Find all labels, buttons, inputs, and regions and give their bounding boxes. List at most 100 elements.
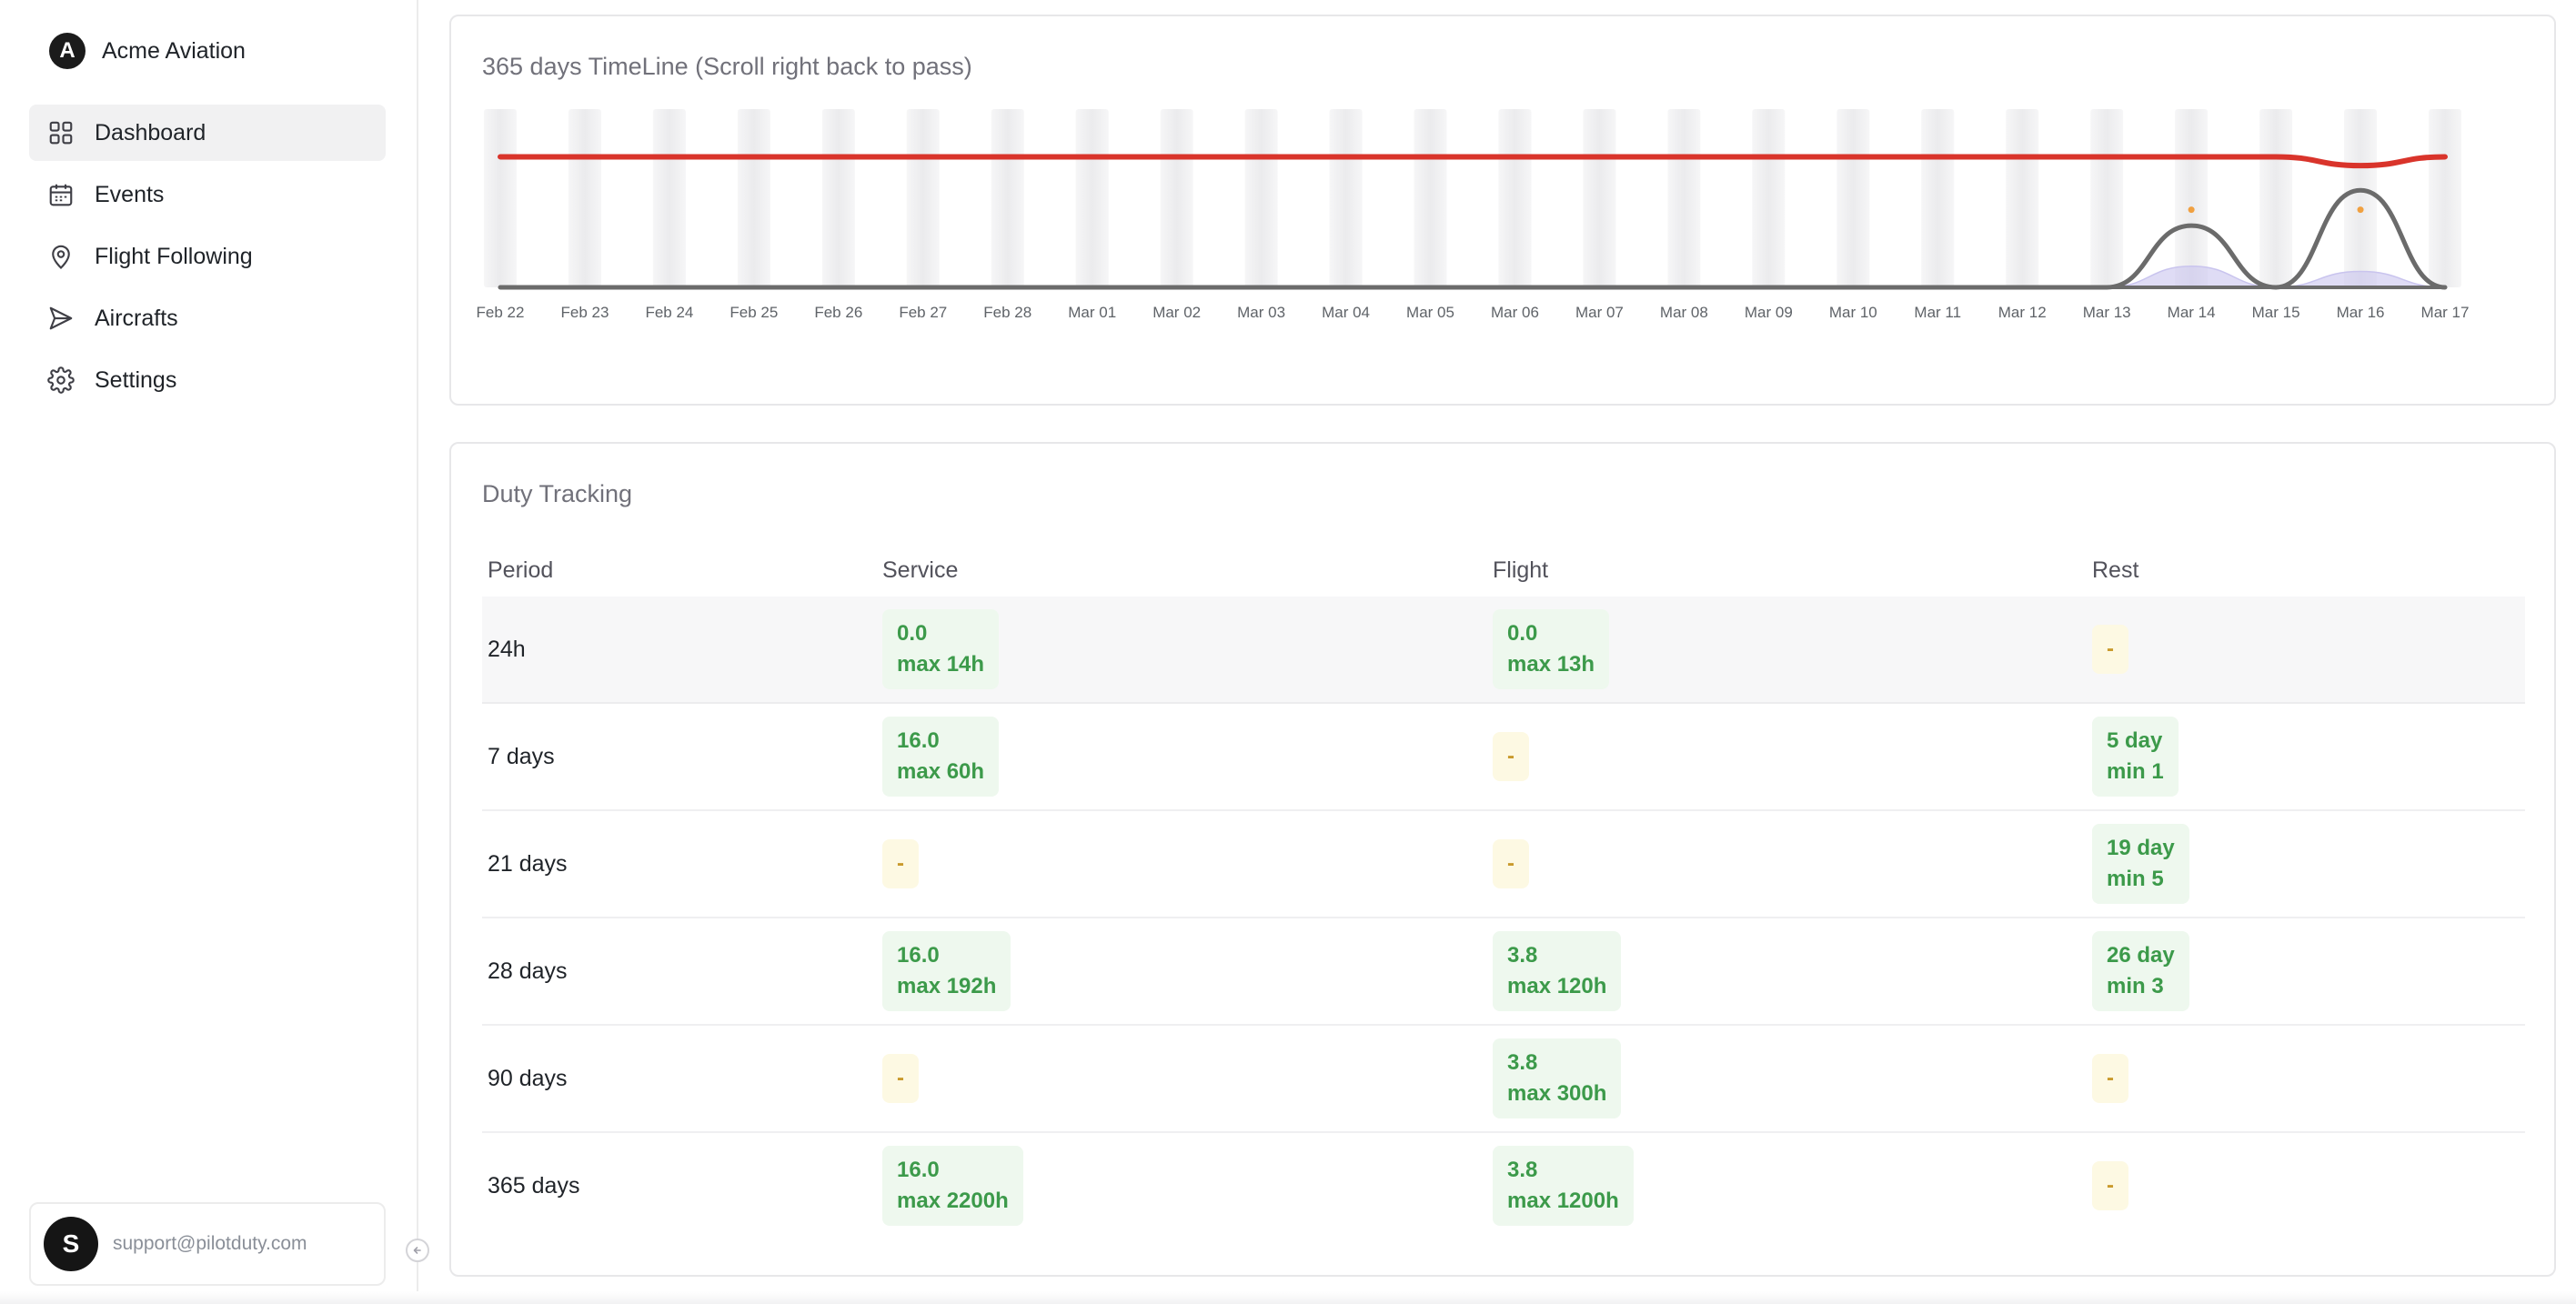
day-column bbox=[568, 109, 601, 287]
table-row[interactable]: 90 days - 3.8 max 300h - bbox=[482, 1026, 2525, 1133]
x-tick-label: Mar 07 bbox=[1575, 304, 1624, 321]
calendar-icon bbox=[47, 181, 75, 208]
user-account-card[interactable]: S support@pilotduty.com bbox=[29, 1202, 386, 1286]
service-cell: 16.0 max 60h bbox=[882, 717, 1493, 797]
x-tick-label: Mar 12 bbox=[1998, 304, 2047, 321]
day-column bbox=[2006, 109, 2039, 287]
service-value: 16.0 bbox=[897, 728, 940, 753]
day-column bbox=[1752, 109, 1786, 287]
service-status-badge: 16.0 max 192h bbox=[882, 931, 1011, 1011]
day-column bbox=[1160, 109, 1193, 287]
timeline-card[interactable]: 365 days TimeLine (Scroll right back to … bbox=[449, 15, 2556, 406]
day-column bbox=[821, 109, 855, 287]
sidebar-item-dashboard[interactable]: Dashboard bbox=[29, 105, 386, 161]
service-value: 0.0 bbox=[897, 621, 928, 646]
flight-status-badge: 3.8 max 120h bbox=[1493, 931, 1622, 1011]
avatar: S bbox=[44, 1217, 98, 1271]
sidebar-item-aircrafts[interactable]: Aircrafts bbox=[29, 290, 386, 346]
rest-status-badge: 19 day min 5 bbox=[2092, 824, 2189, 904]
duty-table: Period Service Flight Rest 24h 0.0 max 14h… bbox=[482, 544, 2525, 1239]
brand[interactable]: A Acme Aviation bbox=[49, 33, 246, 69]
flight-limit: max 1200h bbox=[1507, 1189, 1619, 1213]
service-value: 16.0 bbox=[897, 1158, 940, 1182]
x-tick-label: Feb 22 bbox=[477, 304, 525, 321]
day-column bbox=[2175, 109, 2209, 287]
service-limit: max 2200h bbox=[897, 1189, 1009, 1213]
x-tick-label: Mar 02 bbox=[1152, 304, 1201, 321]
brand-name: Acme Aviation bbox=[102, 37, 246, 64]
rest-value: 5 day bbox=[2107, 728, 2163, 753]
column-header-service: Service bbox=[882, 557, 959, 583]
x-tick-label: Mar 10 bbox=[1829, 304, 1877, 321]
x-tick-label: Mar 14 bbox=[2168, 304, 2216, 321]
service-cell: 0.0 max 14h bbox=[882, 609, 1493, 689]
service-empty-badge: - bbox=[882, 1054, 919, 1103]
sidebar-item-label: Aircrafts bbox=[95, 305, 178, 331]
flight-limit: max 120h bbox=[1507, 974, 1607, 998]
day-column bbox=[1498, 109, 1532, 287]
period-cell: 7 days bbox=[488, 743, 555, 769]
table-row[interactable]: 7 days 16.0 max 60h - 5 day min 1 bbox=[482, 704, 2525, 811]
x-tick-label: Mar 04 bbox=[1322, 304, 1370, 321]
rest-value: 26 day bbox=[2107, 943, 2175, 968]
service-value: 16.0 bbox=[897, 943, 940, 968]
collapse-sidebar-button[interactable] bbox=[406, 1239, 429, 1262]
data-marker bbox=[2357, 206, 2364, 214]
sidebar-item-label: Dashboard bbox=[95, 119, 206, 145]
day-column bbox=[1075, 109, 1109, 287]
user-email: support@pilotduty.com bbox=[113, 1233, 307, 1254]
rest-value: 19 day bbox=[2107, 836, 2175, 860]
sidebar-item-settings[interactable]: Settings bbox=[29, 352, 386, 408]
data-marker bbox=[2188, 206, 2195, 214]
flight-value: 0.0 bbox=[1507, 621, 1538, 646]
gear-icon bbox=[47, 366, 75, 394]
service-cell: - bbox=[882, 1054, 1493, 1103]
x-tick-label: Mar 08 bbox=[1660, 304, 1708, 321]
rest-cell: - bbox=[2092, 1054, 2525, 1103]
table-row[interactable]: 28 days 16.0 max 192h 3.8 max 120h 26 day min … bbox=[482, 918, 2525, 1026]
x-tick-label: Feb 24 bbox=[645, 304, 693, 321]
x-tick-label: Mar 16 bbox=[2337, 304, 2385, 321]
sidebar-item-label: Settings bbox=[95, 366, 177, 393]
day-column bbox=[1414, 109, 1447, 287]
rest-status-badge: 5 day min 1 bbox=[2092, 717, 2179, 797]
day-column bbox=[484, 109, 517, 287]
bottom-fade bbox=[0, 1291, 2576, 1304]
flight-limit: max 300h bbox=[1507, 1081, 1607, 1106]
sidebar-item-flight-following[interactable]: Flight Following bbox=[29, 228, 386, 285]
day-column bbox=[991, 109, 1024, 287]
rest-empty-badge: - bbox=[2092, 1161, 2128, 1210]
table-row[interactable]: 21 days - - 19 day min 5 bbox=[482, 811, 2525, 918]
rest-status-badge: 26 day min 3 bbox=[2092, 931, 2189, 1011]
rest-empty-badge: - bbox=[2092, 1054, 2128, 1103]
service-cell: - bbox=[882, 839, 1493, 888]
period-cell: 365 days bbox=[488, 1172, 580, 1199]
day-column bbox=[1583, 109, 1616, 287]
series-limit-line bbox=[498, 154, 2448, 169]
table-row[interactable]: 24h 0.0 max 14h 0.0 max 13h - bbox=[482, 597, 2525, 704]
day-column bbox=[1244, 109, 1278, 287]
day-column bbox=[2429, 109, 2461, 287]
flight-empty-badge: - bbox=[1493, 839, 1529, 888]
rest-limit: min 1 bbox=[2107, 759, 2164, 784]
x-tick-label: Mar 05 bbox=[1406, 304, 1454, 321]
flight-cell: 3.8 max 1200h bbox=[1493, 1146, 2092, 1226]
day-column bbox=[2090, 109, 2124, 287]
rest-empty-badge: - bbox=[2092, 625, 2128, 674]
flight-status-badge: 3.8 max 300h bbox=[1493, 1038, 1622, 1118]
sidebar: A Acme Aviation Dashboard Events Flight … bbox=[0, 0, 418, 1304]
arrow-left-icon bbox=[413, 1247, 421, 1254]
flight-status-badge: 0.0 max 13h bbox=[1493, 609, 1610, 689]
flight-cell: 0.0 max 13h bbox=[1493, 609, 2092, 689]
x-tick-label: Mar 03 bbox=[1237, 304, 1285, 321]
rest-cell: 26 day min 3 bbox=[2092, 931, 2525, 1011]
service-status-badge: 0.0 max 14h bbox=[882, 609, 1000, 689]
column-header-rest: Rest bbox=[2092, 557, 2139, 583]
sidebar-item-events[interactable]: Events bbox=[29, 166, 386, 223]
rest-limit: min 3 bbox=[2107, 974, 2164, 998]
table-row[interactable]: 365 days 16.0 max 2200h 3.8 max 1200h - bbox=[482, 1133, 2525, 1239]
rest-cell: 19 day min 5 bbox=[2092, 824, 2525, 904]
column-header-flight: Flight bbox=[1493, 557, 1549, 583]
flight-value: 3.8 bbox=[1507, 943, 1538, 968]
flight-cell: - bbox=[1493, 732, 2092, 781]
